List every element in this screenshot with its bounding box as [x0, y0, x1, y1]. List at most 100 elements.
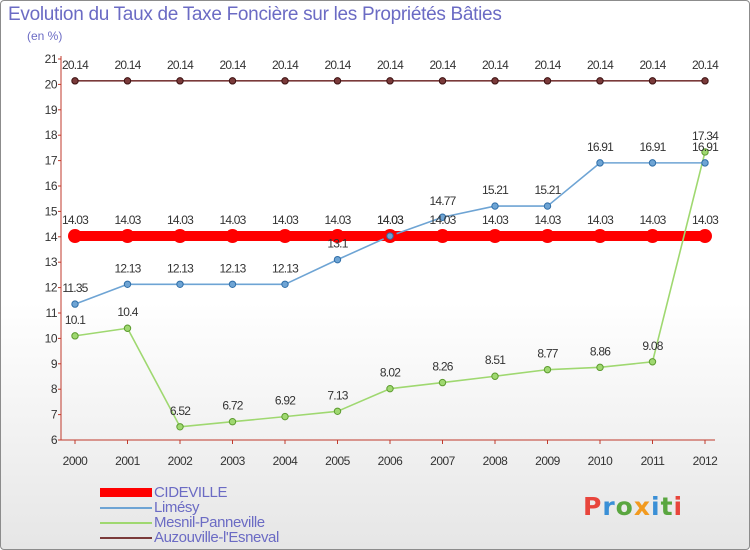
logo-letter: i	[673, 492, 684, 521]
data-label-lim-sy: 14.77	[429, 194, 456, 208]
data-point-auzouville-l-esneval	[71, 77, 79, 85]
data-label-auzouville-l-esneval: 20.14	[324, 58, 351, 72]
data-point-mesnil-panneville	[176, 423, 184, 431]
data-label-lim-sy: 12.13	[114, 261, 141, 275]
data-label-cideville: 14.03	[324, 213, 351, 227]
data-label-auzouville-l-esneval: 20.14	[429, 58, 456, 72]
data-label-mesnil-panneville: 8.77	[537, 347, 558, 361]
data-point-cideville	[540, 229, 555, 244]
logo-letter: i	[651, 492, 661, 521]
data-label-cideville: 14.03	[429, 213, 456, 227]
data-point-lim-sy	[176, 280, 184, 288]
data-point-cideville	[173, 229, 187, 244]
data-label-auzouville-l-esneval: 20.14	[219, 58, 246, 72]
data-label-cideville: 14.03	[692, 213, 719, 227]
data-point-lim-sy	[333, 255, 342, 264]
legend-item-auzouville-l-esneval: Auzouville-l'Esneval	[100, 530, 340, 545]
data-point-auzouville-l-esneval	[176, 77, 184, 85]
data-label-mesnil-panneville: 8.51	[485, 353, 506, 367]
data-point-cideville	[593, 229, 607, 244]
y-tick-label: 17	[45, 154, 58, 168]
data-point-auzouville-l-esneval	[543, 77, 552, 85]
data-point-auzouville-l-esneval	[648, 77, 657, 85]
data-label-mesnil-panneville: 10.1	[65, 313, 86, 327]
data-label-auzouville-l-esneval: 20.14	[639, 58, 666, 72]
data-label-auzouville-l-esneval: 20.14	[167, 58, 194, 72]
data-label-cideville: 14.03	[587, 213, 614, 227]
data-point-cideville	[488, 229, 502, 244]
y-tick-label: 19	[45, 103, 58, 117]
data-point-mesnil-panneville	[386, 384, 394, 393]
data-label-mesnil-panneville: 9.08	[642, 339, 663, 353]
data-label-lim-sy: 16.91	[587, 140, 614, 154]
data-label-mesnil-panneville: 8.86	[590, 344, 611, 358]
data-point-auzouville-l-esneval	[701, 77, 709, 85]
series-points	[68, 77, 712, 431]
data-label-mesnil-panneville: 8.02	[380, 366, 401, 380]
data-label-lim-sy: 14.03	[377, 213, 404, 227]
data-point-lim-sy	[438, 213, 447, 221]
data-label-auzouville-l-esneval: 20.14	[272, 58, 299, 72]
logo-letter: r	[602, 492, 616, 521]
legend-swatch-mesnil-panneville	[100, 521, 152, 524]
data-point-mesnil-panneville	[71, 332, 79, 340]
legend-label-cideville: CIDEVILLE	[154, 484, 228, 501]
legend-label-mesnil-panneville: Mesnil-Panneville	[154, 514, 265, 531]
data-point-cideville	[435, 229, 450, 244]
data-point-lim-sy	[71, 300, 79, 308]
chart-axes: 6 7 8 9 10 11 12 13 14 15 16 17 18 19 20 21 2000 2001 2002…	[45, 52, 719, 468]
data-point-cideville	[68, 229, 82, 244]
data-point-auzouville-l-esneval	[596, 77, 604, 85]
legend-swatch-cideville	[100, 488, 152, 497]
data-point-lim-sy	[701, 159, 709, 167]
data-point-lim-sy	[228, 280, 237, 288]
data-label-lim-sy: 16.91	[639, 140, 666, 154]
data-point-mesnil-panneville	[281, 412, 289, 421]
x-tick-label: 2003	[220, 454, 246, 468]
proxiti-logo: Proxiti	[583, 492, 683, 521]
data-label-mesnil-panneville: 10.4	[117, 305, 138, 319]
data-point-cideville	[645, 229, 660, 244]
data-point-lim-sy	[386, 232, 394, 240]
data-point-auzouville-l-esneval	[281, 77, 289, 85]
y-tick-label: 14	[45, 230, 58, 244]
data-label-cideville: 14.03	[219, 213, 246, 227]
y-tick-label: 11	[46, 306, 58, 320]
data-point-auzouville-l-esneval	[333, 77, 342, 85]
data-point-auzouville-l-esneval	[123, 77, 132, 85]
data-point-mesnil-panneville	[596, 363, 604, 372]
data-label-auzouville-l-esneval: 20.14	[587, 58, 614, 72]
data-label-cideville: 14.03	[272, 213, 299, 227]
y-tick-label: 10	[45, 331, 58, 345]
x-tick-label: 2005	[325, 454, 351, 468]
data-point-lim-sy	[123, 280, 132, 288]
x-tick-label: 2010	[588, 454, 614, 468]
data-label-cideville: 14.03	[114, 213, 141, 227]
data-point-cideville	[120, 229, 135, 244]
x-tick-label: 2007	[430, 454, 456, 468]
data-label-lim-sy: 12.13	[272, 261, 299, 275]
logo-letter: o	[615, 492, 634, 521]
data-label-cideville: 14.03	[167, 213, 194, 227]
x-tick-label: 2012	[693, 454, 719, 468]
legend-item-mesnil-panneville: Mesnil-Panneville	[100, 515, 340, 530]
y-tick-label: 21	[45, 52, 58, 66]
data-point-lim-sy	[281, 280, 289, 288]
logo-letter: x	[633, 492, 651, 521]
data-label-lim-sy: 16.91	[692, 140, 719, 154]
data-point-cideville	[278, 229, 292, 244]
data-label-auzouville-l-esneval: 20.14	[482, 58, 509, 72]
data-label-auzouville-l-esneval: 20.14	[692, 58, 719, 72]
chart-title: Evolution du Taux de Taxe Foncière sur l…	[8, 4, 502, 25]
data-point-mesnil-panneville	[648, 358, 657, 366]
x-tick-label: 2009	[535, 454, 561, 468]
x-tick-label: 2008	[483, 454, 509, 468]
data-point-mesnil-panneville	[438, 378, 447, 387]
data-label-mesnil-panneville: 7.13	[327, 388, 348, 402]
x-tick-label: 2000	[63, 454, 89, 468]
y-tick-label: 8	[51, 382, 58, 396]
logo-letter: P	[583, 492, 603, 521]
data-label-cideville: 14.03	[377, 213, 404, 227]
data-label-lim-sy: 15.21	[534, 183, 561, 197]
